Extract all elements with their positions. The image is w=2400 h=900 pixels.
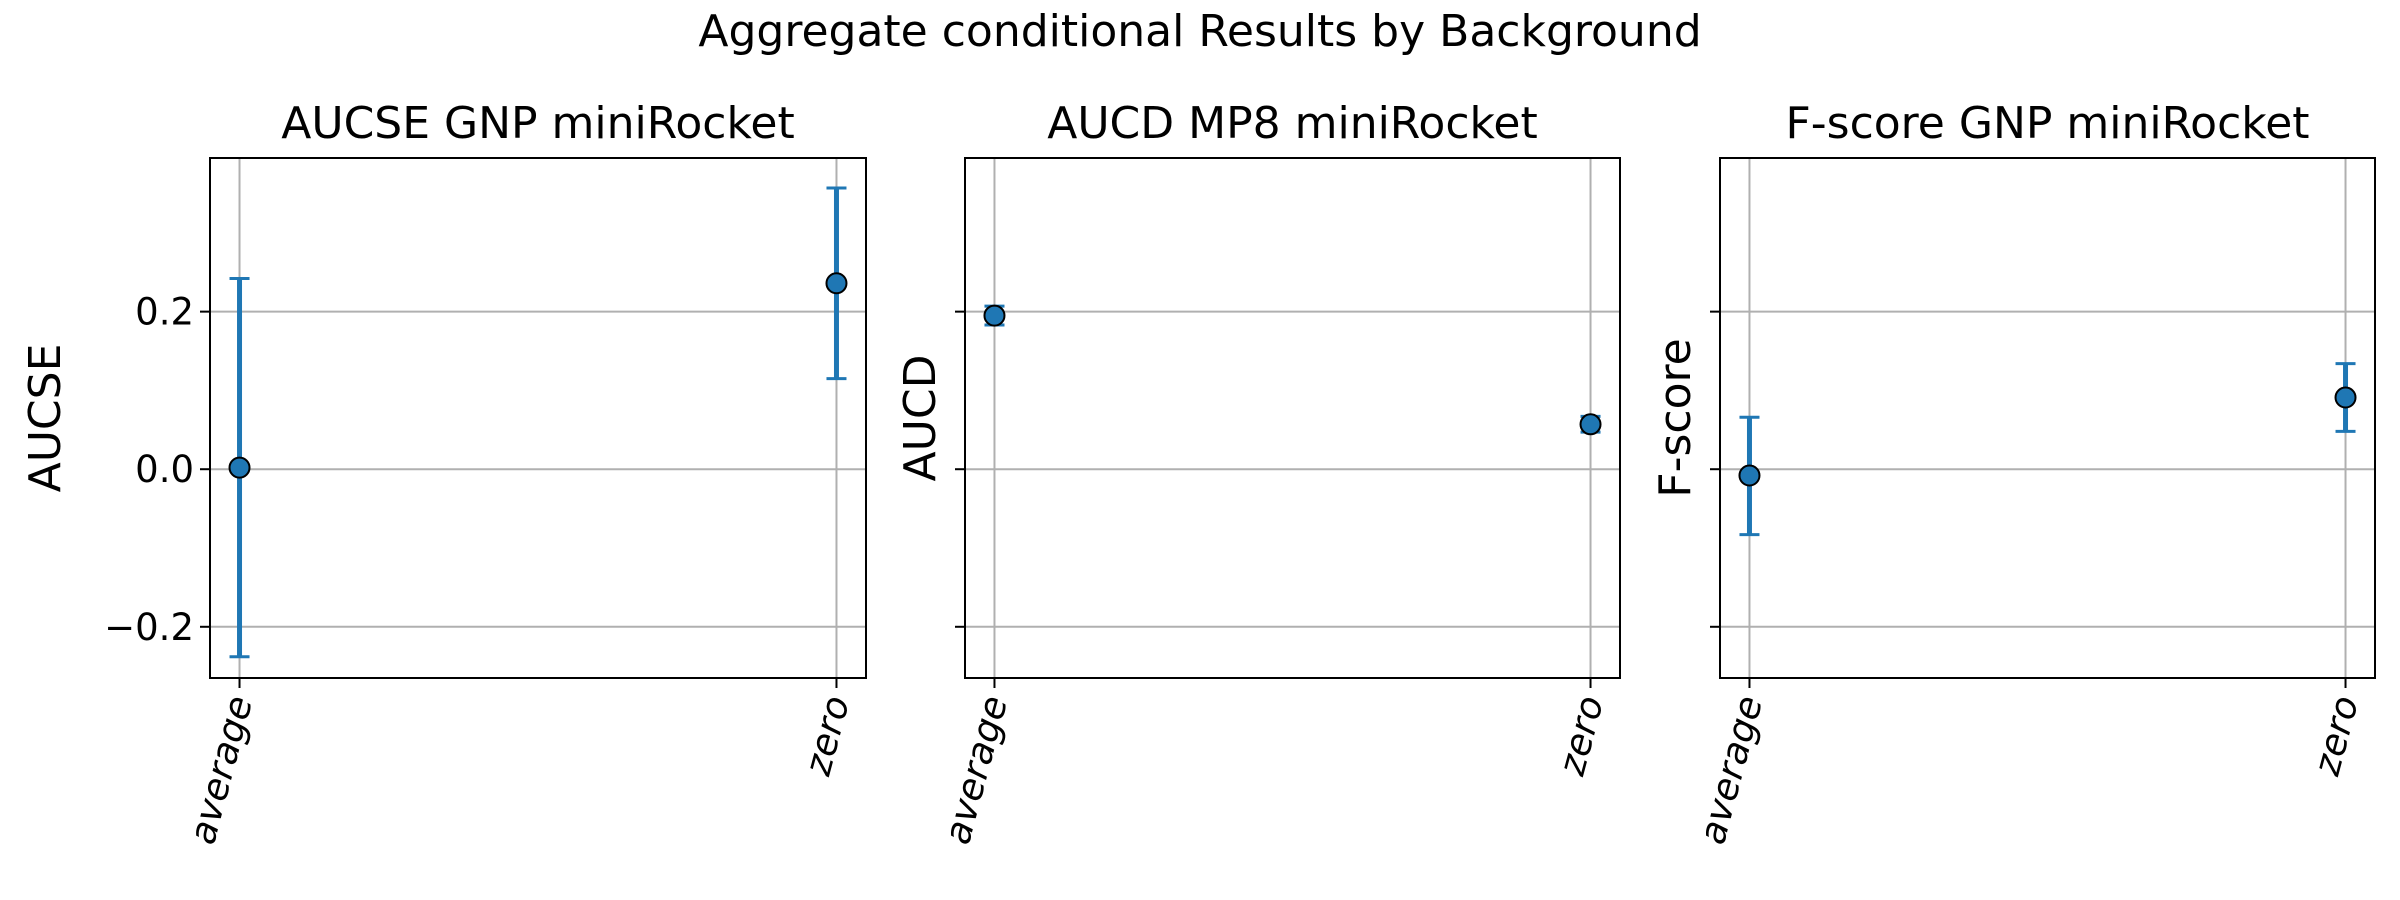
data-point	[2334, 386, 2357, 409]
figure-suptitle: Aggregate conditional Results by Backgro…	[698, 6, 1701, 57]
data-point	[983, 304, 1006, 327]
subplot-title: F-score GNP miniRocket	[1785, 98, 2309, 149]
x-tick-label: zero	[1550, 691, 1613, 780]
y-axis-label: F-score	[1650, 338, 1701, 497]
axes-frame	[209, 157, 867, 679]
x-tick-label: zero	[796, 691, 859, 780]
data-point	[1579, 413, 1602, 436]
subplot-2: average zero AUCD MP8 miniRocket AUCD	[895, 98, 1621, 849]
data-point	[228, 456, 251, 479]
data-point	[825, 272, 848, 295]
x-tick-label: average	[180, 691, 261, 848]
subplot-1: −0.2 0.0 0.2 average zero AUCSE GNP miniRocke…	[20, 98, 867, 849]
y-tick-label: 0.2	[135, 291, 194, 334]
y-tick-label: −0.2	[104, 606, 194, 649]
x-tick-label: average	[935, 691, 1016, 848]
subplots: −0.2 0.0 0.2 average zero AUCSE GNP miniRocke…	[20, 98, 2376, 849]
y-axis-label: AUCSE	[20, 344, 71, 493]
data-point	[1738, 464, 1761, 487]
x-tick-label: average	[1690, 691, 1771, 848]
y-tick-label: 0.0	[135, 448, 194, 491]
subplot-title: AUCSE GNP miniRocket	[281, 98, 794, 149]
x-tick-label: zero	[2305, 691, 2368, 780]
axes-frame	[964, 157, 1621, 679]
subplot-title: AUCD MP8 miniRocket	[1047, 98, 1538, 149]
y-axis-label: AUCD	[895, 355, 946, 482]
subplot-3: average zero F-score GNP miniRocket F-score	[1650, 98, 2376, 849]
axes-frame	[1719, 157, 2376, 679]
